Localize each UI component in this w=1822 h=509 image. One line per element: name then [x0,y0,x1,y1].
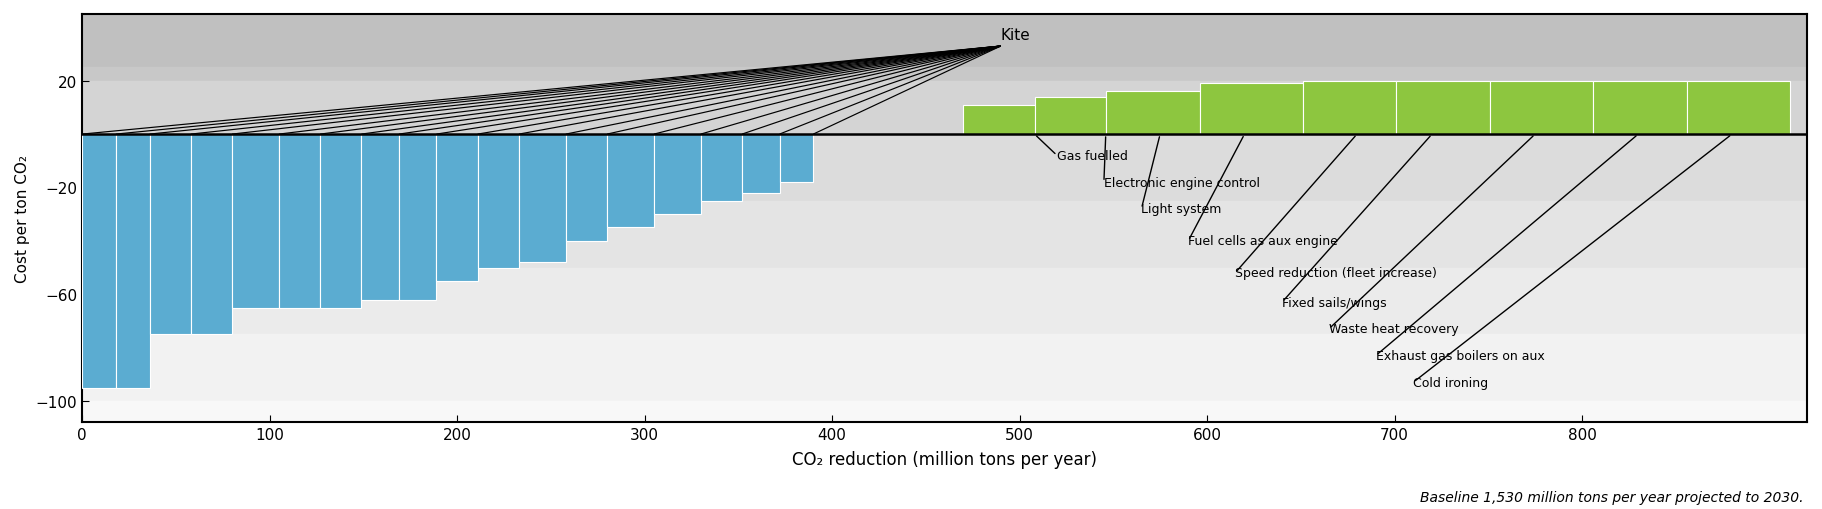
Text: Cold ironing: Cold ironing [1414,376,1489,389]
Bar [1687,81,1791,135]
Bar [437,135,477,281]
Bar [361,135,399,300]
Bar [519,135,567,263]
Bar [149,135,191,334]
X-axis label: CO₂ reduction (million tons per year): CO₂ reduction (million tons per year) [793,450,1097,469]
Bar [1490,81,1592,135]
Text: Fixed sails/wings: Fixed sails/wings [1283,296,1387,309]
Bar [742,135,780,193]
Bar [117,135,149,388]
Bar [1303,81,1396,135]
Text: Light system: Light system [1141,203,1223,216]
Bar [399,135,437,300]
Bar [477,135,519,268]
Text: Waste heat recovery: Waste heat recovery [1328,323,1459,336]
Text: Gas fuelled: Gas fuelled [1057,150,1128,162]
Text: Electronic engine control: Electronic engine control [1104,176,1259,189]
Bar [191,135,231,334]
Text: Exhaust gas boilers on aux: Exhaust gas boilers on aux [1376,349,1545,362]
Bar [231,135,279,308]
Text: Fuel cells as aux engine: Fuel cells as aux engine [1188,235,1337,248]
Bar [1199,84,1303,135]
Bar [279,135,321,308]
Bar [780,135,813,183]
Bar [1592,81,1687,135]
Y-axis label: Cost per ton CO₂: Cost per ton CO₂ [15,155,29,282]
Bar [1396,81,1490,135]
Bar [964,105,1035,135]
Text: Baseline 1,530 million tons per year projected to 2030.: Baseline 1,530 million tons per year pro… [1421,490,1804,504]
Bar [1035,98,1106,135]
Bar [1106,92,1199,135]
Text: Speed reduction (fleet increase): Speed reduction (fleet increase) [1235,267,1438,280]
Text: Kite: Kite [1000,29,1031,43]
Bar [567,135,607,241]
Bar [654,135,701,215]
Bar [701,135,742,202]
Bar [321,135,361,308]
Bar [82,135,117,388]
Bar [607,135,654,228]
